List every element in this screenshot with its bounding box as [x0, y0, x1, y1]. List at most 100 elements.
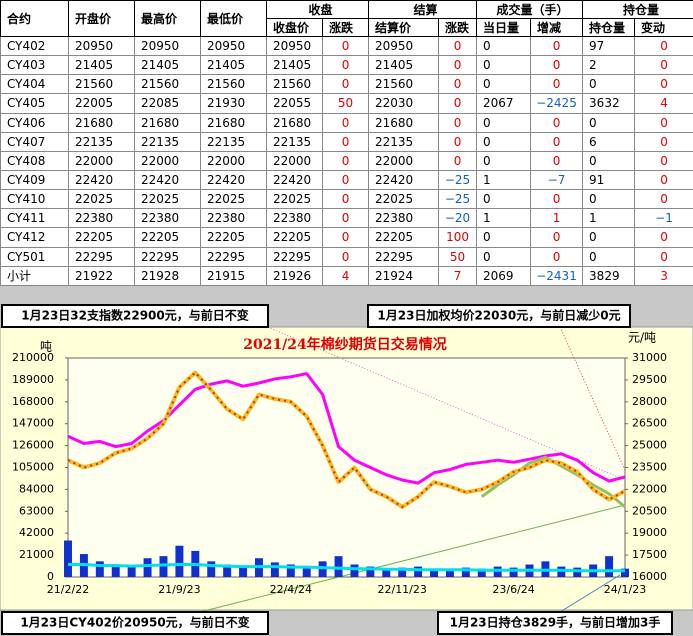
- table-cell: 21915: [200, 265, 267, 287]
- annotation-box: [1, 304, 269, 328]
- table-cell: CY405: [0, 93, 69, 114]
- table-cell: 22000: [68, 150, 135, 171]
- table-row: 小计 21922 21928 21915 21926 4 21924 7 2069 −2431 38…: [0, 265, 693, 287]
- table-cell: 0: [438, 74, 478, 95]
- table-row: CY408 22000 22000 22000 22000 0 22000 0 0 0 0 0: [0, 150, 693, 171]
- table-cell: 22295: [368, 246, 440, 267]
- bar: [350, 564, 359, 577]
- header-cell: 持仓量: [582, 0, 693, 19]
- table-cell: 0: [634, 150, 693, 171]
- table-cell: 22205: [134, 227, 201, 248]
- table-cell: 20950: [368, 35, 440, 57]
- header-cell: 成交量（手）: [476, 0, 584, 19]
- y2-tick-label: 25000: [632, 439, 667, 452]
- table-cell: 22000: [200, 150, 267, 171]
- table-cell: CY410: [0, 189, 69, 210]
- table-cell: 0: [530, 55, 584, 76]
- table-cell: 21680: [266, 112, 323, 133]
- table-row: CY404 21560 21560 21560 21560 0 21560 0 0 0 0 0: [0, 74, 693, 95]
- table-cell: 0: [530, 131, 584, 152]
- pointer: [559, 574, 621, 613]
- bar: [445, 569, 454, 577]
- header-cell: 收盘价: [266, 18, 323, 37]
- table-cell: 0: [476, 112, 532, 133]
- table-cell: 0: [634, 112, 693, 133]
- table-cell: 22380: [134, 208, 201, 229]
- bar: [509, 567, 518, 577]
- table-cell: 0: [321, 169, 370, 191]
- table-row: CY411 22380 22380 22380 22380 0 22380 −20 1 1 1 −1: [0, 208, 693, 229]
- table-cell: 22135: [266, 131, 323, 152]
- table-cell: 0: [321, 246, 370, 267]
- bar: [398, 567, 407, 577]
- table-cell: 50: [321, 93, 370, 114]
- table-cell: 22030: [368, 93, 440, 114]
- header-cell: 当日量: [476, 18, 532, 37]
- bar: [95, 561, 104, 577]
- table-cell: 0: [634, 227, 693, 248]
- table-cell: 0: [476, 74, 532, 95]
- table-cell: 22205: [68, 227, 135, 248]
- bar: [493, 566, 502, 577]
- table-cell: 7: [438, 265, 478, 287]
- table-cell: 22295: [134, 246, 201, 267]
- table-row: CY501 22295 22295 22295 22295 0 22295 50 0 0 0 0: [0, 246, 693, 267]
- y-tick-label: 42000: [19, 526, 54, 539]
- table-cell: 0: [530, 227, 584, 248]
- table-cell: 22025: [200, 189, 267, 210]
- table-cell: 21405: [368, 55, 440, 76]
- table-cell: 22000: [134, 150, 201, 171]
- table-cell: 21560: [368, 74, 440, 95]
- y2-tick-label: 26500: [632, 417, 667, 430]
- table-cell: 0: [438, 55, 478, 76]
- table-cell: CY402: [0, 35, 69, 57]
- header-cell: 开盘价: [68, 0, 135, 37]
- table-cell: 小计: [0, 265, 69, 287]
- bar: [557, 566, 566, 577]
- table-cell: 21560: [200, 74, 267, 95]
- table-cell: 20950: [200, 35, 267, 57]
- y2-tick-label: 31000: [632, 351, 667, 364]
- table-cell: 0: [530, 189, 584, 210]
- y-tick-label: 84000: [19, 482, 54, 495]
- table-row: CY403 21405 21405 21405 21405 0 21405 0 0 0 2 0: [0, 55, 693, 76]
- table-cell: −2431: [530, 265, 584, 287]
- x-tick-label: 21/9/23: [158, 583, 200, 596]
- table-cell: 0: [530, 150, 584, 171]
- bar: [477, 568, 486, 577]
- table-cell: 6: [582, 131, 636, 152]
- table-cell: 0: [530, 112, 584, 133]
- table-cell: 21405: [68, 55, 135, 76]
- x-tick-label: 22/11/23: [377, 583, 426, 596]
- table-cell: −2425: [530, 93, 584, 114]
- header-cell: 变动: [634, 18, 693, 37]
- y-tick-label: 168000: [12, 395, 54, 408]
- table-cell: −1: [634, 208, 693, 229]
- table-cell: 22420: [368, 169, 440, 191]
- bar: [111, 564, 120, 577]
- table-cell: 0: [321, 35, 370, 57]
- table-cell: 22085: [134, 93, 201, 114]
- bar: [366, 566, 375, 577]
- table-cell: 22380: [200, 208, 267, 229]
- chart-title: 2021/24年棉纱期货日交易情况: [243, 336, 447, 353]
- header-cell: 涨跌: [438, 18, 478, 37]
- annotation-box: [367, 304, 631, 328]
- table-cell: 0: [582, 112, 636, 133]
- table-cell: 21405: [134, 55, 201, 76]
- table-cell: 22135: [68, 131, 135, 152]
- table-cell: 1: [476, 208, 532, 229]
- line: [68, 563, 625, 573]
- y-tick-label: 63000: [19, 504, 54, 517]
- table-cell: 22420: [134, 169, 201, 191]
- table-cell: 21560: [68, 74, 135, 95]
- table-cell: 2067: [476, 93, 532, 114]
- table-cell: 22420: [200, 169, 267, 191]
- table-cell: 0: [634, 246, 693, 267]
- bar: [159, 556, 168, 577]
- header-cell: 最低价: [200, 0, 267, 37]
- line: [67, 370, 626, 509]
- table-cell: 20950: [266, 35, 323, 57]
- table-cell: 22135: [368, 131, 440, 152]
